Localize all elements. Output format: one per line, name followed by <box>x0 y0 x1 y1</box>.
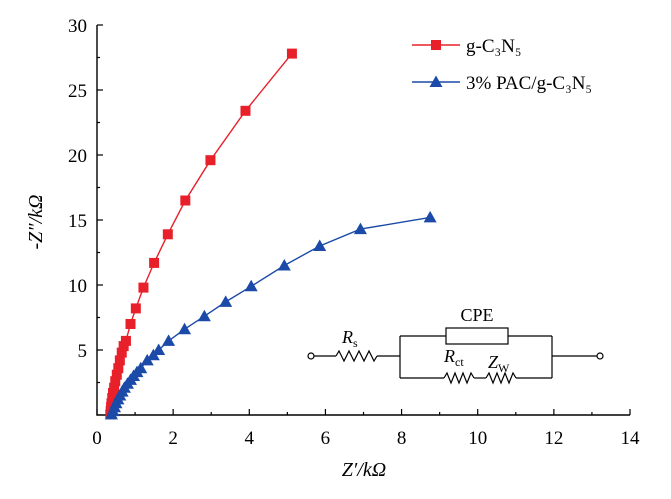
x-tick-label: 8 <box>397 428 407 449</box>
y-tick-label: 15 <box>68 211 87 232</box>
series-0-point <box>121 336 131 346</box>
series-0-point <box>131 303 141 313</box>
y-tick-label: 25 <box>68 81 87 102</box>
y-ticks: 5 10 15 20 25 30 <box>68 16 103 383</box>
x-tick-label: 4 <box>245 428 255 449</box>
x-axis-title: Z′/kΩ <box>342 459 386 481</box>
rs-resistor <box>336 351 377 361</box>
x-tick-label: 2 <box>168 428 178 449</box>
series-0-point <box>205 155 215 165</box>
cpe-element <box>446 328 508 344</box>
series-lines <box>110 54 430 415</box>
y-axis-title: -Z″/kΩ <box>25 194 47 249</box>
series-0-point <box>240 106 250 116</box>
series-points <box>105 49 437 420</box>
legend: g-C₃N₅ 3% PAC/g-C₃N₅ <box>412 36 592 94</box>
x-tick-label: 10 <box>468 428 487 449</box>
zw-label: ZW <box>488 352 510 375</box>
rct-label: Rct <box>443 346 464 369</box>
x-tick-label: 12 <box>544 428 563 449</box>
series-1-point <box>424 211 437 223</box>
series-1-point <box>219 295 232 307</box>
series-1-point <box>178 323 191 335</box>
circuit-terminal-left <box>308 353 314 359</box>
series-1-point <box>313 240 326 252</box>
series-0-point <box>126 319 136 329</box>
equivalent-circuit-diagram: Rs CPE Rct ZW <box>308 305 603 383</box>
series-0-point <box>138 283 148 293</box>
series-0-point <box>163 229 173 239</box>
legend-marker-1 <box>430 76 443 88</box>
legend-label-1: 3% PAC/g-C₃N₅ <box>466 73 592 94</box>
circuit-terminal-right <box>597 353 603 359</box>
series-0-point <box>149 258 159 268</box>
cpe-label: CPE <box>460 305 493 325</box>
legend-marker-0 <box>431 40 441 50</box>
series-1-point <box>198 310 211 322</box>
legend-label-0: g-C₃N₅ <box>466 36 521 57</box>
x-tick-label: 6 <box>321 428 331 449</box>
y-tick-label: 30 <box>68 16 87 37</box>
series-1-line <box>112 217 431 414</box>
series-0-point <box>180 196 190 206</box>
y-tick-label: 5 <box>78 341 88 362</box>
series-1-point <box>245 280 258 292</box>
rct-resistor <box>444 373 474 383</box>
series-0-line <box>110 54 292 415</box>
rs-label: Rs <box>341 327 358 350</box>
series-1-point <box>162 334 175 346</box>
x-tick-label: 14 <box>621 428 641 449</box>
series-1-point <box>278 259 291 271</box>
y-tick-label: 10 <box>68 276 87 297</box>
y-tick-label: 20 <box>68 146 87 167</box>
x-tick-label: 0 <box>92 428 102 449</box>
series-0-point <box>287 49 297 59</box>
